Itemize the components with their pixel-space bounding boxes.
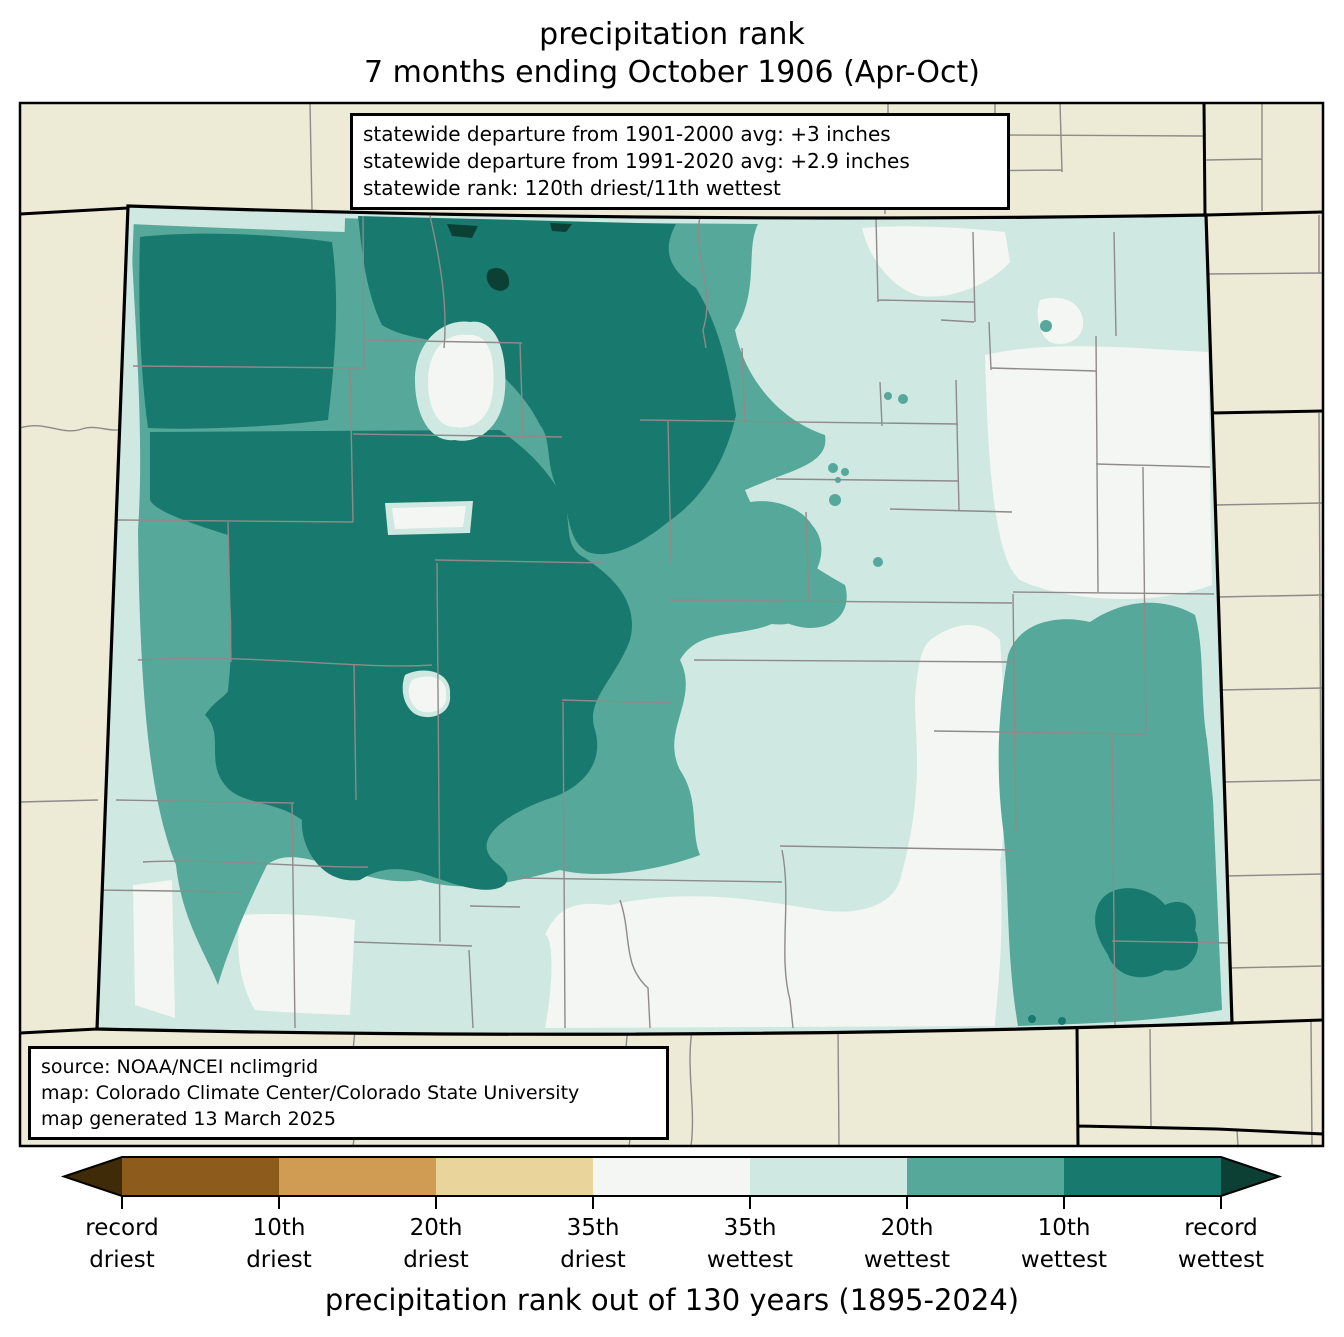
stats-box: statewide departure from 1901-2000 avg: …	[350, 113, 1010, 210]
colorbar-ticks	[121, 1196, 1222, 1209]
neutral-regions	[133, 226, 1212, 1028]
colorbar-segment-4	[593, 1157, 750, 1196]
colorbar-label-record-driest: record driest	[85, 1215, 159, 1273]
colorbar-segment-1	[122, 1157, 279, 1196]
colorbar-label-35th-wettest: 35th wettest	[706, 1215, 794, 1273]
stats-line-2: statewide departure from 1991-2020 avg: …	[363, 149, 910, 173]
dark-teal-regions	[139, 216, 1199, 1025]
colorbar	[60, 1156, 1283, 1209]
neutral-hole-patches	[392, 334, 494, 713]
stats-line-1: statewide departure from 1901-2000 avg: …	[363, 122, 891, 146]
figure-title: precipitation rank 7 months ending Octob…	[0, 16, 1344, 91]
title-line-1: precipitation rank	[539, 17, 805, 52]
stats-line-3: statewide rank: 120th driest/11th wettes…	[363, 176, 781, 200]
colorbar-label-20th-driest: 20th driest	[403, 1215, 469, 1273]
title-line-2: 7 months ending October 1906 (Apr-Oct)	[364, 54, 980, 90]
neighbor-state-borders	[19, 102, 1324, 1147]
source-box: source: NOAA/NCEI nclimgrid map: Colorad…	[28, 1046, 669, 1140]
record-wettest-spots	[447, 223, 572, 291]
border-pale-strip-topleft	[129, 206, 346, 232]
colorbar-segment-5	[750, 1157, 907, 1196]
source-line-2: map: Colorado Climate Center/Colorado St…	[41, 1082, 580, 1104]
colorbar-label-10th-wettest: 10th wettest	[1020, 1215, 1108, 1273]
colorado-county-lines	[99, 215, 1231, 1029]
colorbar-segment-7	[1064, 1157, 1221, 1196]
colorbar-label-10th-driest: 10th driest	[246, 1215, 312, 1273]
colorbar-arrow-right	[1221, 1157, 1279, 1196]
colorbar-label-20th-wettest: 20th wettest	[863, 1215, 951, 1273]
colorado-state-border	[95, 204, 1234, 1036]
colorbar-segment-2	[279, 1157, 436, 1196]
source-line-1: source: NOAA/NCEI nclimgrid	[41, 1056, 319, 1078]
colorbar-label-35th-driest: 35th driest	[560, 1215, 626, 1273]
colorbar-segment-6	[907, 1157, 1064, 1196]
source-line-3: map generated 13 March 2025	[41, 1108, 336, 1130]
colorbar-caption: precipitation rank out of 130 years (189…	[324, 1283, 1020, 1317]
colorbar-segment-3	[436, 1157, 593, 1196]
colorbar-label-record-wettest: record wettest	[1177, 1215, 1265, 1273]
colorbar-arrow-left	[64, 1157, 122, 1196]
plot-frame	[18, 101, 1325, 1148]
